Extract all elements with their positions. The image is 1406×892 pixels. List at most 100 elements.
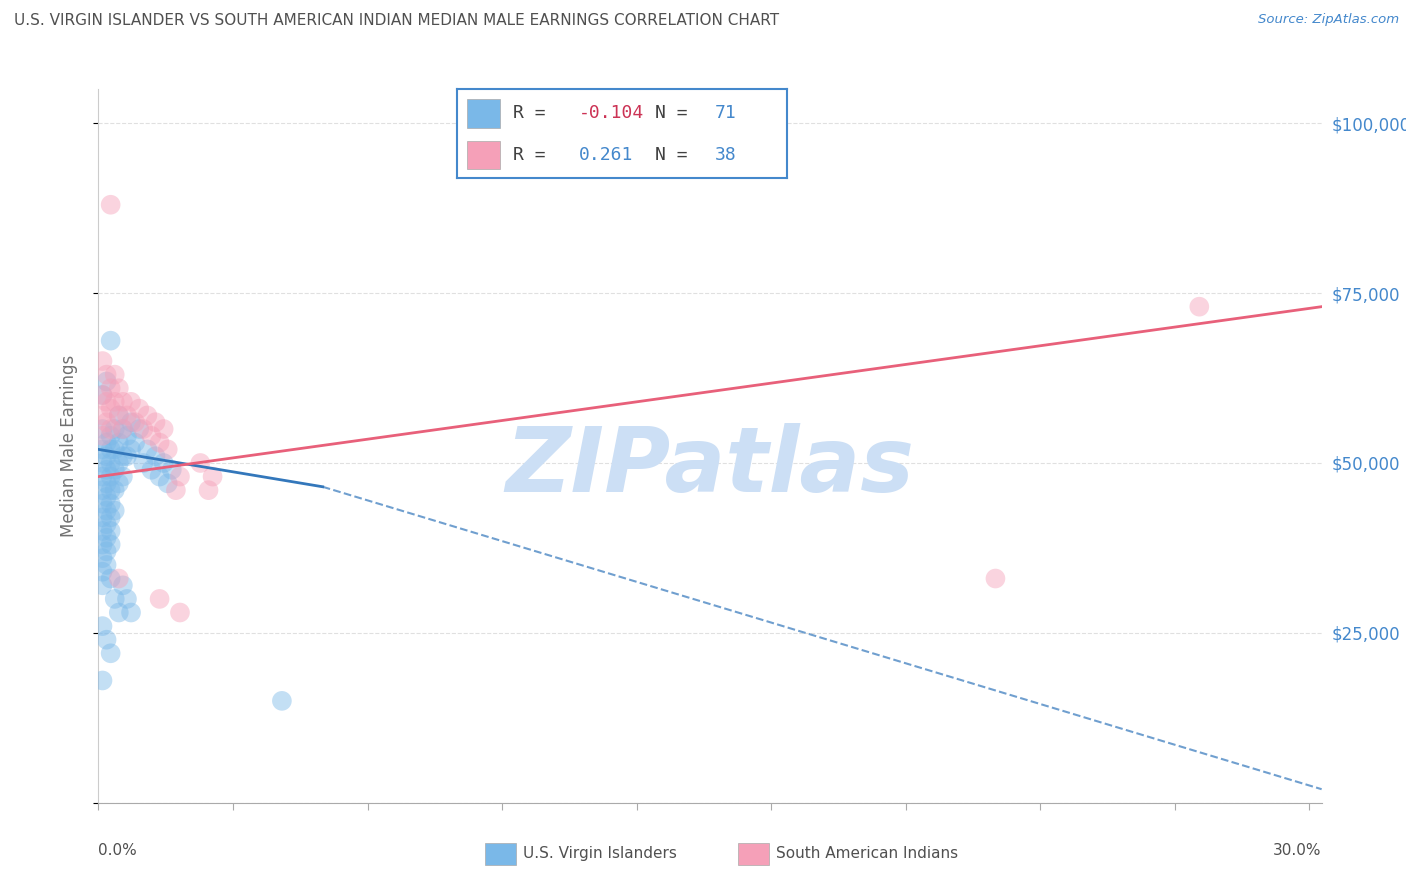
Text: U.S. Virgin Islanders: U.S. Virgin Islanders	[523, 847, 676, 861]
Point	[152, 456, 174, 470]
Point	[100, 442, 122, 457]
Point	[96, 368, 118, 382]
Point	[100, 483, 122, 498]
Point	[132, 422, 155, 436]
Point	[111, 469, 134, 483]
Point	[152, 422, 174, 436]
Point	[108, 606, 131, 620]
Point	[104, 394, 127, 409]
Point	[104, 442, 127, 457]
Point	[91, 483, 114, 498]
Point	[96, 558, 118, 572]
Point	[108, 409, 131, 423]
Point	[1188, 300, 1211, 314]
Point	[104, 463, 127, 477]
Point	[108, 456, 131, 470]
Point	[91, 510, 114, 524]
Point	[115, 449, 138, 463]
Point	[156, 442, 179, 457]
Point	[120, 606, 142, 620]
Point	[197, 483, 219, 498]
Point	[100, 497, 122, 511]
Point	[984, 572, 1007, 586]
Point	[96, 531, 118, 545]
Point	[91, 442, 114, 457]
Point	[91, 429, 114, 443]
Text: -0.104: -0.104	[579, 104, 644, 122]
Point	[149, 591, 172, 606]
Point	[100, 510, 122, 524]
Point	[104, 483, 127, 498]
Point	[96, 449, 118, 463]
Point	[270, 694, 294, 708]
Point	[100, 524, 122, 538]
Point	[136, 409, 159, 423]
Text: 38: 38	[714, 146, 737, 164]
Text: N =: N =	[655, 104, 688, 122]
Point	[188, 456, 212, 470]
Point	[96, 517, 118, 532]
Point	[115, 409, 138, 423]
Point	[141, 463, 163, 477]
Point	[120, 394, 142, 409]
Point	[108, 476, 131, 491]
Text: 0.261: 0.261	[579, 146, 634, 164]
Point	[100, 469, 122, 483]
Point	[100, 401, 122, 416]
Point	[156, 476, 179, 491]
Point	[91, 354, 114, 368]
Point	[96, 375, 118, 389]
Point	[96, 394, 118, 409]
Point	[120, 415, 142, 429]
Point	[104, 591, 127, 606]
Point	[136, 442, 159, 457]
Point	[160, 463, 183, 477]
Point	[91, 565, 114, 579]
Point	[124, 415, 146, 429]
Point	[115, 429, 138, 443]
Point	[115, 591, 138, 606]
Point	[91, 456, 114, 470]
Point	[169, 606, 191, 620]
Point	[100, 334, 122, 348]
Text: ZIPatlas: ZIPatlas	[506, 424, 914, 511]
Point	[108, 435, 131, 450]
Point	[120, 442, 142, 457]
Point	[104, 368, 127, 382]
Point	[108, 409, 131, 423]
Point	[201, 469, 224, 483]
Point	[96, 415, 118, 429]
Text: R =: R =	[513, 146, 546, 164]
Text: 0.0%: 0.0%	[98, 843, 138, 858]
Point	[96, 476, 118, 491]
Point	[91, 497, 114, 511]
Point	[111, 422, 134, 436]
Point	[111, 394, 134, 409]
Point	[91, 619, 114, 633]
Point	[111, 449, 134, 463]
Point	[145, 449, 167, 463]
Y-axis label: Median Male Earnings: Median Male Earnings	[59, 355, 77, 537]
Point	[96, 490, 118, 504]
Point	[104, 422, 127, 436]
Point	[169, 469, 191, 483]
Point	[132, 456, 155, 470]
Text: U.S. VIRGIN ISLANDER VS SOUTH AMERICAN INDIAN MEDIAN MALE EARNINGS CORRELATION C: U.S. VIRGIN ISLANDER VS SOUTH AMERICAN I…	[14, 13, 779, 29]
Point	[128, 422, 150, 436]
Point	[165, 483, 187, 498]
FancyBboxPatch shape	[467, 99, 501, 128]
Point	[96, 544, 118, 558]
Point	[111, 578, 134, 592]
Point	[100, 422, 122, 436]
Point	[100, 572, 122, 586]
Point	[100, 456, 122, 470]
Point	[100, 381, 122, 395]
Point	[145, 415, 167, 429]
Point	[96, 632, 118, 647]
Point	[149, 469, 172, 483]
Point	[96, 435, 118, 450]
Point	[91, 422, 114, 436]
Point	[91, 469, 114, 483]
Point	[91, 551, 114, 566]
Point	[100, 198, 122, 212]
